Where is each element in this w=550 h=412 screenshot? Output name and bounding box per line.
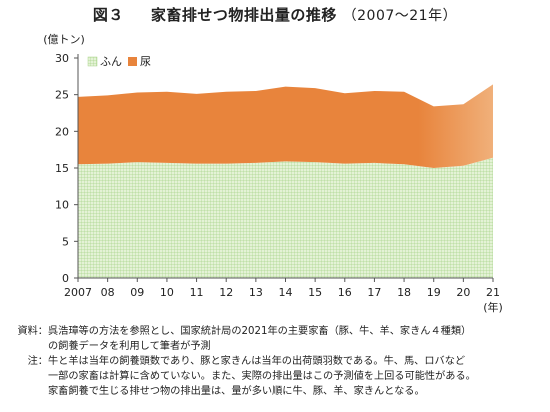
x-tick-label: 18 — [397, 286, 411, 299]
source-label: 資料： — [17, 326, 48, 337]
x-tick-label: 11 — [190, 286, 204, 299]
source-line-2: の飼養データを利用して筆者が予測 — [48, 341, 211, 352]
y-tick-label: 15 — [55, 162, 69, 175]
x-tick-label: 19 — [427, 286, 441, 299]
note-line-2: 一部の家畜は計算に含めていない。また、実際の排出量はこの予測値を上回る可能性があ… — [48, 371, 476, 382]
title-period: （2007〜21年） — [342, 8, 458, 24]
x-tick-label: 14 — [279, 286, 293, 299]
legend-label-feces: ふん — [100, 55, 122, 68]
x-tick-label: 15 — [308, 286, 322, 299]
x-tick-label: 16 — [338, 286, 352, 299]
x-tick-label: 21 — [486, 286, 500, 299]
legend-swatch-feces — [87, 56, 98, 67]
chart-title: 図３ 家畜排せつ物排出量の推移 （2007〜21年） — [0, 4, 550, 25]
y-unit-label: (億トン) — [43, 33, 85, 46]
source-note: 資料： 呉浩璋等の方法を参照とし、国家統計局の2021年の主要家畜（豚、牛、羊、… — [12, 324, 544, 354]
footnote: 注： 牛と羊は当年の飼養頭数であり、豚と家きんは当年の出荷頭羽数である。牛、馬、… — [12, 354, 544, 399]
source-line-1: 呉浩璋等の方法を参照とし、国家統計局の2021年の主要家畜（豚、牛、羊、家きん４… — [48, 326, 472, 337]
x-tick-label: 09 — [130, 286, 144, 299]
y-tick-label: 10 — [55, 199, 69, 212]
note-line-1: 牛と羊は当年の飼養頭数であり、豚と家きんは当年の出荷頭羽数である。牛、馬、ロバな… — [48, 356, 466, 367]
x-tick-label: 08 — [101, 286, 115, 299]
x-tick-label: 12 — [219, 286, 233, 299]
y-tick-label: 0 — [62, 272, 69, 285]
x-unit-label: (年) — [483, 300, 503, 314]
y-tick-label: 5 — [62, 235, 69, 248]
figure-label: 図３ — [92, 6, 124, 24]
note-label: 注： — [27, 356, 48, 367]
title-text: 家畜排せつ物排出量の推移 — [150, 6, 337, 24]
y-tick-label: 25 — [55, 89, 69, 102]
legend-swatch-urine — [128, 57, 137, 66]
x-tick-label: 17 — [367, 286, 381, 299]
x-tick-label: 13 — [249, 286, 263, 299]
note-line-3: 家畜飼養で生じる排せつ物の排出量は、量が多い順に牛、豚、羊、家きんとなる。 — [48, 386, 425, 397]
y-tick-label: 20 — [55, 125, 69, 138]
x-tick-label: 20 — [456, 286, 470, 299]
area-chart: 0 5 10 15 20 25 30 2007 08 09 10 11 12 13 14 15 16 17 18 19… — [43, 33, 503, 314]
legend-label-urine: 尿 — [140, 55, 151, 68]
series-area-feces — [78, 157, 493, 278]
notes-block: 資料： 呉浩璋等の方法を参照とし、国家統計局の2021年の主要家畜（豚、牛、羊、… — [12, 324, 544, 399]
x-tick-label: 2007 — [64, 286, 92, 299]
series-area-urine — [78, 84, 493, 168]
y-tick-label: 30 — [55, 52, 69, 65]
x-tick-label: 10 — [160, 286, 174, 299]
